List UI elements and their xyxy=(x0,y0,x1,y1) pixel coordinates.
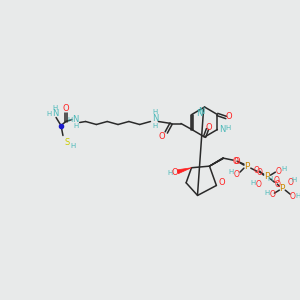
Text: O: O xyxy=(234,157,240,166)
Text: H: H xyxy=(229,169,234,175)
Text: O: O xyxy=(289,192,295,201)
Text: O: O xyxy=(254,166,260,175)
Text: H: H xyxy=(250,180,255,186)
Text: O: O xyxy=(287,178,293,187)
Text: O: O xyxy=(159,132,166,141)
Text: O: O xyxy=(226,112,232,121)
Text: O: O xyxy=(218,178,225,187)
Text: O: O xyxy=(205,122,212,131)
Text: O: O xyxy=(256,180,262,189)
Text: H: H xyxy=(70,143,75,149)
Polygon shape xyxy=(177,168,191,174)
Text: H: H xyxy=(291,177,297,183)
Text: N: N xyxy=(198,107,205,116)
Text: O: O xyxy=(274,180,280,189)
Text: O: O xyxy=(275,167,281,176)
Text: N: N xyxy=(196,110,203,118)
Text: O: O xyxy=(63,104,69,113)
Text: H: H xyxy=(73,124,78,130)
Text: P: P xyxy=(264,172,269,181)
Text: O: O xyxy=(234,169,240,178)
Text: H: H xyxy=(67,116,73,122)
Text: H: H xyxy=(167,170,172,176)
Text: O: O xyxy=(172,168,178,177)
Text: H: H xyxy=(46,110,52,116)
Text: P: P xyxy=(280,184,285,193)
Text: P: P xyxy=(244,162,250,171)
Text: H: H xyxy=(296,193,300,199)
Text: H: H xyxy=(153,110,158,116)
Text: O: O xyxy=(257,168,262,177)
Text: H: H xyxy=(264,190,269,196)
Text: N: N xyxy=(73,115,79,124)
Text: S: S xyxy=(64,138,70,147)
Text: O: O xyxy=(273,176,279,184)
Text: H: H xyxy=(282,166,287,172)
Text: H: H xyxy=(226,124,231,130)
Text: O: O xyxy=(233,157,239,166)
Text: O: O xyxy=(269,190,275,199)
Text: N: N xyxy=(152,114,159,123)
Text: N: N xyxy=(219,125,225,134)
Text: H: H xyxy=(268,176,273,182)
Text: N: N xyxy=(52,109,58,118)
Text: H: H xyxy=(153,122,158,128)
Text: H: H xyxy=(52,104,58,110)
